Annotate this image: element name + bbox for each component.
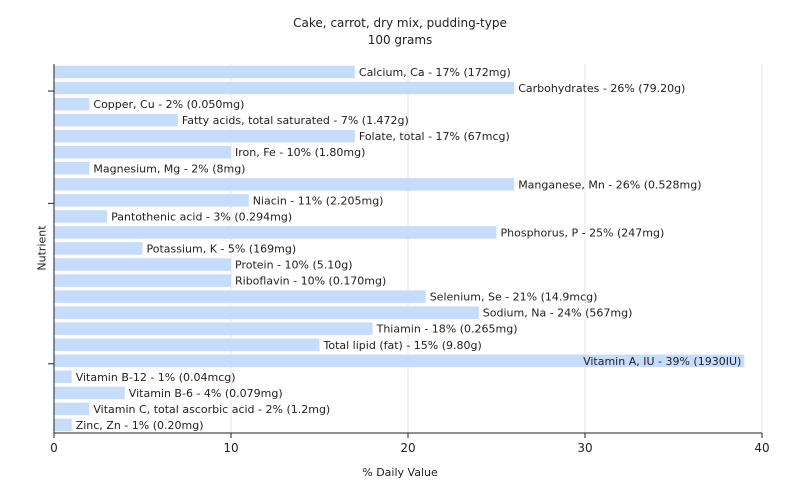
- bar-label: Thiamin - 18% (0.265mg): [376, 323, 518, 336]
- x-tick-label: 0: [50, 441, 58, 455]
- bar-label: Vitamin B-12 - 1% (0.04mcg): [76, 371, 236, 384]
- chart-title: Cake, carrot, dry mix, pudding-type: [293, 16, 507, 30]
- bar: [54, 306, 479, 319]
- x-tick-label: 20: [400, 441, 415, 455]
- bar-label: Manganese, Mn - 26% (0.528mg): [518, 178, 701, 191]
- x-axis-label: % Daily Value: [362, 466, 438, 479]
- bar: [54, 274, 231, 287]
- bar: [54, 194, 249, 207]
- bar-label: Zinc, Zn - 1% (0.20mg): [76, 419, 204, 432]
- bar: [54, 113, 178, 127]
- bar-label: Copper, Cu - 2% (0.050mg): [93, 98, 244, 111]
- bar-label: Calcium, Ca - 17% (172mg): [359, 66, 511, 79]
- bar-label: Iron, Fe - 10% (1.80mg): [235, 146, 365, 159]
- bar: [54, 290, 426, 303]
- bar: [54, 226, 497, 239]
- bar: [54, 162, 90, 175]
- bar: [54, 402, 90, 416]
- x-tick-label: 30: [577, 441, 592, 455]
- bar: [54, 370, 72, 384]
- bar: [54, 145, 231, 159]
- bar-label: Vitamin B-6 - 4% (0.079mg): [129, 387, 283, 400]
- bar: [54, 242, 143, 255]
- bar: [54, 129, 355, 143]
- bar: [54, 386, 125, 400]
- bar-label: Niacin - 11% (2.205mg): [253, 194, 384, 207]
- bar-label: Pantothenic acid - 3% (0.294mg): [111, 210, 292, 223]
- bar-label: Fatty acids, total saturated - 7% (1.472…: [182, 114, 409, 127]
- x-tick-label: 40: [754, 441, 769, 455]
- bar-label: Potassium, K - 5% (169mg): [147, 243, 297, 256]
- bar-label: Folate, total - 17% (67mcg): [359, 130, 510, 143]
- chart-subtitle: 100 grams: [367, 33, 433, 47]
- bar-label: Sodium, Na - 24% (567mg): [483, 307, 633, 320]
- bar: [54, 210, 108, 223]
- bar: [54, 354, 745, 368]
- bar: [54, 338, 320, 352]
- bar: [54, 418, 72, 432]
- x-tick-label: 10: [223, 441, 238, 455]
- bar-label: Total lipid (fat) - 15% (9.80g): [323, 339, 482, 352]
- bar: [54, 178, 515, 191]
- bar-label: Vitamin A, IU - 39% (1930IU): [583, 355, 741, 368]
- bar-label: Protein - 10% (5.10g): [235, 259, 353, 272]
- bar: [54, 322, 373, 335]
- bar-label: Carbohydrates - 26% (79.20g): [518, 82, 685, 95]
- bar-label: Magnesium, Mg - 2% (8mg): [93, 162, 245, 175]
- bar-label: Vitamin C, total ascorbic acid - 2% (1.2…: [93, 403, 330, 416]
- bar-label: Phosphorus, P - 25% (247mg): [501, 226, 665, 239]
- bar-label: Riboflavin - 10% (0.170mg): [235, 275, 386, 288]
- bar: [54, 65, 355, 79]
- bar: [54, 258, 231, 271]
- bar: [54, 81, 515, 95]
- bar-label: Selenium, Se - 21% (14.9mcg): [430, 291, 598, 304]
- bar: [54, 97, 90, 111]
